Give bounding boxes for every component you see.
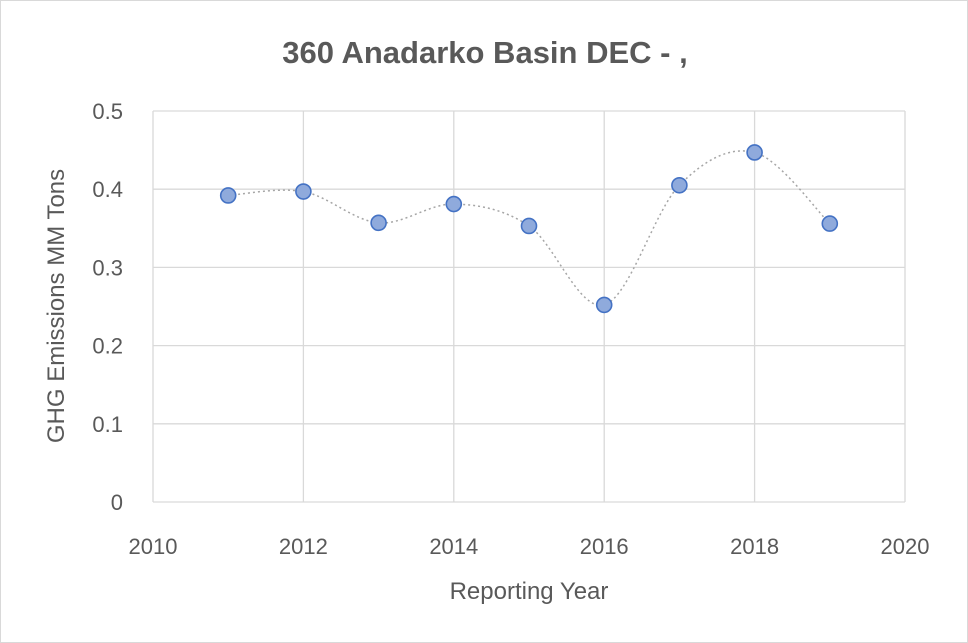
data-point-2015 <box>520 217 538 235</box>
y-tick-label-1: 0.1 <box>92 412 123 437</box>
y-tick-label-0: 0 <box>111 490 123 515</box>
x-tick-label-5: 2020 <box>881 534 930 559</box>
y-tick-label-5: 0.5 <box>92 99 123 124</box>
data-point-2017 <box>671 176 688 194</box>
data-points <box>219 144 839 314</box>
x-tick-label-1: 2012 <box>279 534 328 559</box>
chart-title: 360 Anadarko Basin DEC - , <box>282 35 687 70</box>
y-tick-label-3: 0.3 <box>92 255 123 280</box>
x-tick-label-3: 2016 <box>580 534 629 559</box>
data-point-2018 <box>746 144 763 161</box>
data-point-2016 <box>595 296 613 314</box>
x-tick-label-4: 2018 <box>730 534 779 559</box>
data-point-2019 <box>821 215 839 232</box>
x-axis-ticks: 2010 2012 2014 2016 2018 2020 <box>129 534 930 559</box>
data-point-2012 <box>295 183 312 200</box>
data-point-2014 <box>445 195 463 213</box>
y-axis-ticks: 0 0.1 0.2 0.3 0.4 0.5 <box>92 99 123 515</box>
y-tick-label-4: 0.4 <box>92 177 123 202</box>
y-tick-label-2: 0.2 <box>92 334 123 359</box>
data-point-2013 <box>370 214 387 232</box>
series-line <box>228 150 831 306</box>
y-axis-label: GHG Emissions MM Tons <box>43 169 70 443</box>
x-axis-label: Reporting Year <box>450 578 609 605</box>
x-tick-label-0: 2010 <box>129 534 178 559</box>
grid <box>152 110 906 503</box>
data-point-2011 <box>219 187 237 204</box>
x-tick-label-2: 2014 <box>429 534 478 559</box>
